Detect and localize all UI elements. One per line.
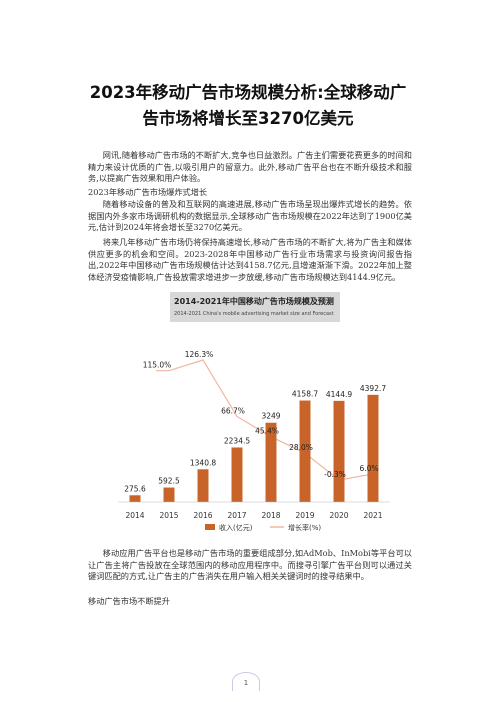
- revenue-bar: [299, 400, 311, 502]
- section-heading-rising: 移动广告市场不断提升: [88, 596, 170, 606]
- chart-title: 2014-2021年中国移动广告市场规模及预测: [174, 296, 334, 306]
- growth-rate-line: [156, 359, 374, 481]
- paragraph-platforms: 移动应用广告平台也是移动广告市场的重要组成部分,如AdMob、InMobi等平台…: [88, 548, 412, 582]
- title-line-2: 告市场将增长至3270亿美元: [142, 109, 354, 128]
- title-line-1: 2023年移动广告市场规模分析:全球移动广: [89, 83, 407, 102]
- page-number: 1: [232, 672, 260, 691]
- revenue-bar: [197, 469, 209, 502]
- x-tick-label: 2014: [125, 511, 144, 520]
- growth-data-label: 6.0%: [359, 464, 378, 473]
- growth-data-label: -0.3%: [324, 470, 346, 479]
- revenue-bar: [265, 422, 277, 502]
- revenue-bar: [333, 400, 345, 502]
- legend-label-growth: 增长率(%): [288, 523, 321, 532]
- growth-data-label: 45.4%: [255, 427, 279, 436]
- paragraph-intro: 网讯,随着移动广告市场的不断扩大,竞争也日益激烈。广告主们需要花费更多的时间和精…: [88, 150, 412, 184]
- revenue-bar: [231, 447, 243, 502]
- revenue-bar: [163, 487, 175, 502]
- x-tick-label: 2020: [329, 511, 348, 520]
- revenue-data-label: 4158.7: [292, 390, 318, 399]
- growth-data-label: 126.3%: [185, 350, 214, 359]
- revenue-data-label: 2234.5: [224, 436, 250, 445]
- legend-swatch-revenue: [205, 524, 215, 530]
- x-tick-label: 2016: [193, 511, 212, 520]
- revenue-data-label: 4392.7: [360, 384, 386, 393]
- paragraph-growth: 随着移动设备的普及和互联网的高速进展,移动广告市场呈现出爆炸式增长的趋势。依据国…: [88, 199, 412, 233]
- growth-data-label: 66.7%: [221, 406, 245, 415]
- growth-data-label: 28.0%: [289, 443, 313, 452]
- legend-label-revenue: 收入(亿元): [219, 523, 253, 532]
- revenue-data-label: 1340.8: [190, 458, 216, 467]
- revenue-data-label: 592.5: [158, 477, 180, 486]
- section-heading-growth: 2023年移动广告市场爆炸式增长: [88, 187, 208, 197]
- x-tick-label: 2018: [261, 511, 280, 520]
- revenue-bar: [367, 394, 379, 502]
- x-tick-label: 2015: [159, 511, 178, 520]
- revenue-data-label: 4144.9: [326, 390, 352, 399]
- x-tick-label: 2021: [363, 511, 382, 520]
- chart-subtitle: 2014-2021 China's mobile advertising mar…: [174, 311, 334, 317]
- chart-plot-area: 275.6 2014 592.5 2015 115.0% 1340.8 2016 126.3%…: [118, 350, 390, 520]
- market-size-chart: 2014-2021年中国移动广告市场规模及预测 2014-2021 China'…: [118, 292, 390, 532]
- x-tick-label: 2017: [227, 511, 246, 520]
- revenue-bar: [129, 495, 141, 502]
- revenue-data-label: 275.6: [124, 484, 146, 493]
- x-tick-label: 2019: [295, 511, 314, 520]
- growth-data-label: 115.0%: [143, 361, 172, 370]
- chart-title-band: [170, 292, 340, 322]
- page-title: 2023年移动广告市场规模分析:全球移动广 告市场将增长至3270亿美元: [60, 80, 436, 132]
- paragraph-outlook: 将来几年移动广告市场仍将保持高速增长,移动广告市场的不断扩大,将为广告主和媒体供…: [88, 237, 412, 282]
- revenue-data-label: 3249: [261, 412, 280, 421]
